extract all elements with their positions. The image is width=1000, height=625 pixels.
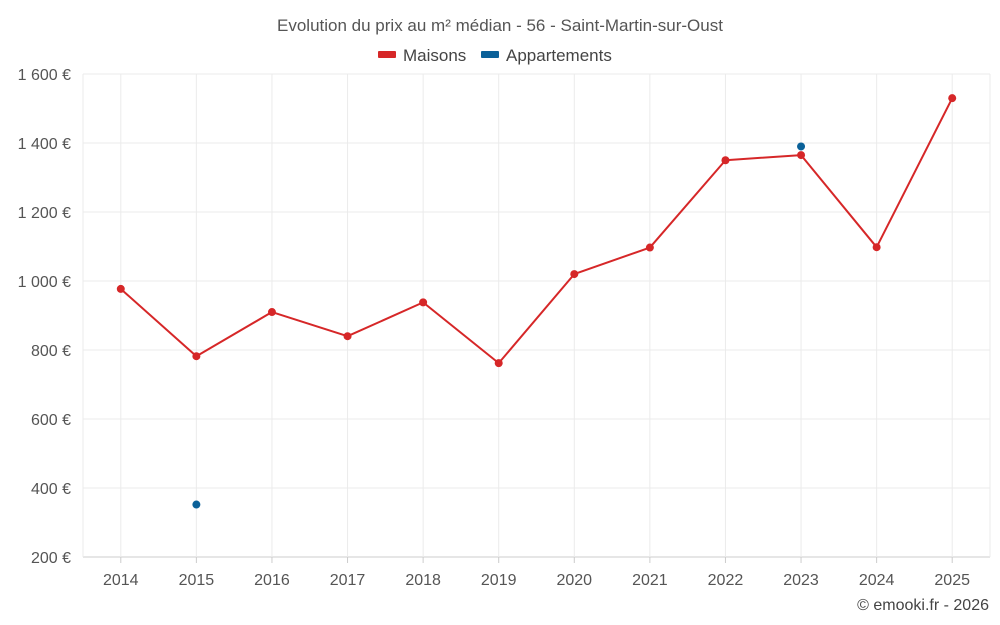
- y-tick-label: 200 €: [31, 550, 71, 567]
- y-tick-label: 1 600 €: [18, 67, 71, 84]
- y-tick-label: 1 200 €: [18, 205, 71, 222]
- legend-item-maisons[interactable]: Maisons: [378, 46, 466, 65]
- legend-item-appartements[interactable]: Appartements: [481, 46, 612, 65]
- legend-swatch-appartements: [481, 51, 499, 58]
- data-point-maisons-2014: [116, 284, 125, 293]
- series-line-maisons: [120, 97, 954, 365]
- data-point-maisons-2023: [797, 151, 806, 160]
- data-point-maisons-2025: [948, 94, 957, 103]
- x-tick-label: 2023: [783, 572, 819, 589]
- series: [116, 94, 957, 509]
- y-tick-label: 600 €: [31, 412, 71, 429]
- data-point-appartements-2023: [797, 142, 806, 151]
- x-tick-label: 2018: [405, 572, 441, 589]
- x-tick-label: 2022: [708, 572, 744, 589]
- credit-text: © emooki.fr - 2026: [857, 597, 989, 614]
- axes: 200 € 400 € 600 € 800 € 1 000 € 1 200 € 1 400 …: [18, 67, 970, 589]
- chart-title: Evolution du prix au m² médian - 56 - Sa…: [277, 16, 723, 35]
- data-point-maisons-2022: [721, 156, 730, 165]
- data-point-maisons-2017: [343, 332, 352, 341]
- x-tick-label: 2017: [330, 572, 366, 589]
- x-tick-label: 2019: [481, 572, 517, 589]
- data-point-maisons-2018: [419, 298, 428, 307]
- x-tick-label: 2014: [103, 572, 139, 589]
- legend: Maisons Appartements: [378, 46, 612, 65]
- x-tick-label: 2020: [556, 572, 592, 589]
- data-point-maisons-2019: [494, 359, 503, 368]
- y-tick-label: 1 400 €: [18, 136, 71, 153]
- x-tick-label: 2025: [934, 572, 970, 589]
- x-tick-label: 2021: [632, 572, 668, 589]
- legend-label-maisons: Maisons: [403, 46, 466, 65]
- legend-swatch-maisons: [378, 51, 396, 58]
- legend-label-appartements: Appartements: [506, 46, 612, 65]
- y-tick-label: 800 €: [31, 343, 71, 360]
- data-point-maisons-2021: [645, 243, 654, 252]
- x-tick-label: 2015: [179, 572, 215, 589]
- data-point-appartements-2015: [192, 500, 201, 509]
- x-tick-label: 2016: [254, 572, 290, 589]
- data-point-maisons-2016: [267, 308, 276, 317]
- x-tick-label: 2024: [859, 572, 895, 589]
- data-point-maisons-2024: [872, 243, 881, 252]
- y-tick-label: 400 €: [31, 481, 71, 498]
- data-point-maisons-2015: [192, 352, 201, 361]
- gridlines: [82, 73, 991, 558]
- data-point-maisons-2020: [570, 270, 579, 279]
- y-tick-label: 1 000 €: [18, 274, 71, 291]
